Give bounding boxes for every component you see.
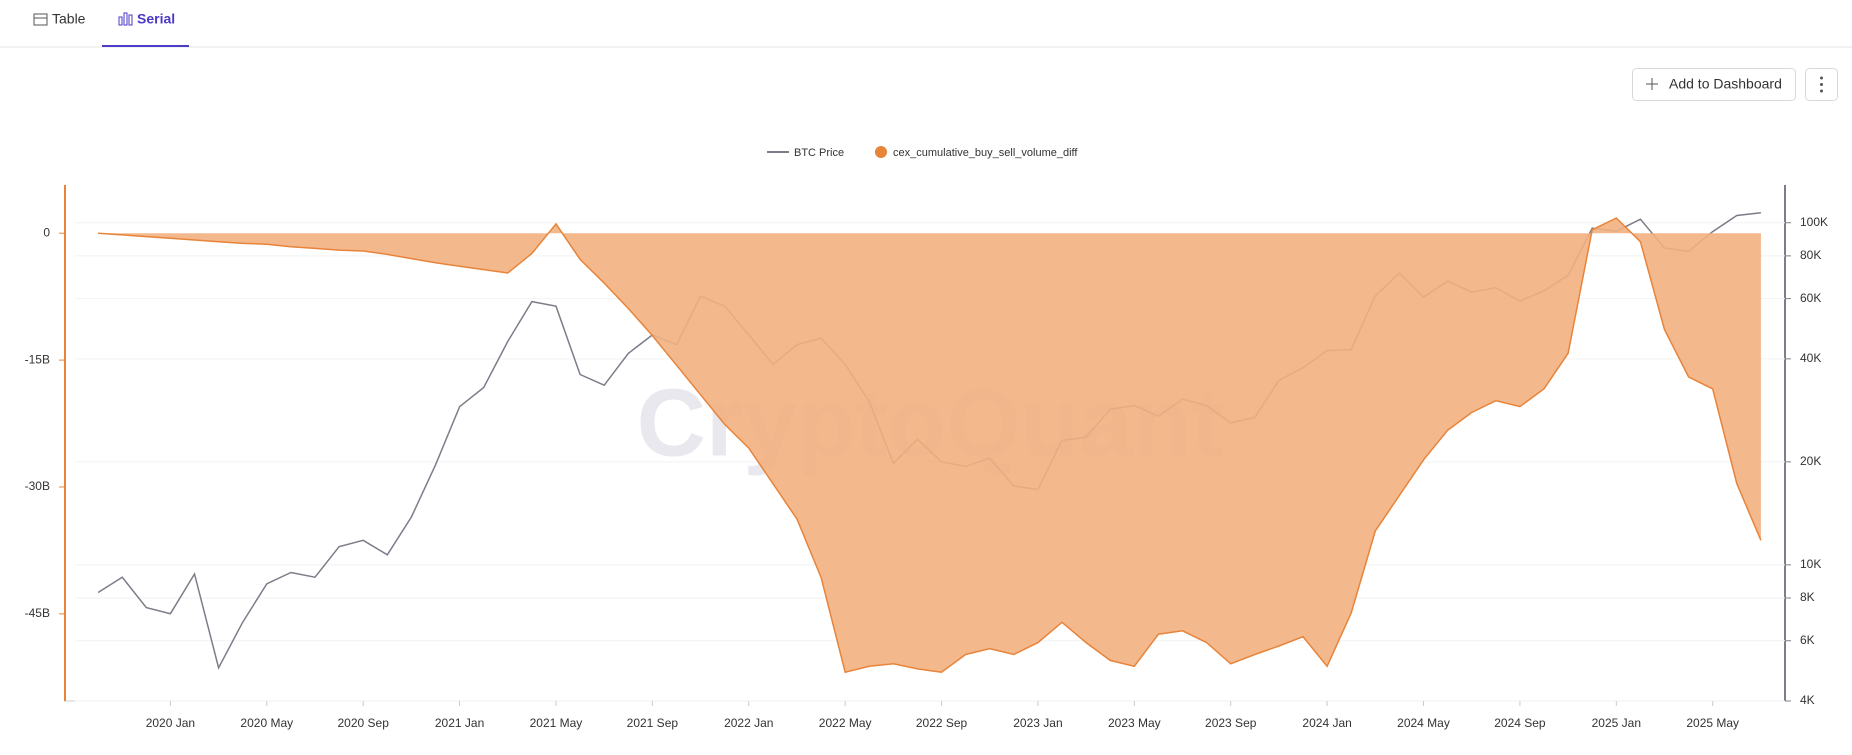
x-tick-label: 2021 May <box>530 716 583 730</box>
x-tick-label: 2023 Sep <box>1205 716 1257 730</box>
bar-icon <box>128 14 133 26</box>
x-tick-label: 2024 May <box>1397 716 1450 730</box>
x-tick-label: 2022 Jan <box>724 716 773 730</box>
x-tick-label: 2022 May <box>819 716 872 730</box>
legend-label: BTC Price <box>794 147 844 159</box>
plus-icon <box>1646 78 1658 90</box>
x-tick-label: 2020 May <box>240 716 293 730</box>
y2-tick-label: 60K <box>1800 291 1821 305</box>
y2-tick-label: 80K <box>1800 248 1821 262</box>
area <box>98 218 1761 673</box>
table-icon <box>33 13 48 26</box>
tab-label: Table <box>52 11 86 27</box>
more-button[interactable] <box>1805 68 1838 101</box>
button-frame <box>1632 68 1796 101</box>
bar-icon <box>118 16 123 26</box>
tab-serial[interactable]: Serial <box>102 11 189 47</box>
y-tick-label: -15B <box>25 352 50 366</box>
x-tick-label: 2022 Sep <box>916 716 968 730</box>
x-tick-label: 2020 Jan <box>146 716 195 730</box>
dot <box>1820 76 1823 80</box>
y2-tick-label: 8K <box>1800 590 1815 604</box>
x-tick-label: 2025 Jan <box>1592 716 1641 730</box>
x-tick-label: 2024 Sep <box>1494 716 1546 730</box>
x-tick-label: 2021 Sep <box>627 716 679 730</box>
x-tick-label: 2025 May <box>1686 716 1739 730</box>
tab-label: Serial <box>137 11 175 27</box>
y2-tick-label: 40K <box>1800 351 1821 365</box>
y2-tick-label: 4K <box>1800 693 1815 707</box>
y2-tick-label: 6K <box>1800 633 1815 647</box>
legend-swatch <box>875 146 887 158</box>
active-tab-underline <box>102 45 189 47</box>
x-tick-label: 2023 Jan <box>1013 716 1062 730</box>
y-tick-label: -45B <box>25 606 50 620</box>
tab-table[interactable]: Table <box>33 11 86 27</box>
x-tick-label: 2021 Jan <box>435 716 484 730</box>
bar-icon <box>123 12 128 26</box>
legend-label: cex_cumulative_buy_sell_volume_diff <box>893 147 1078 159</box>
y-tick-label: -30B <box>25 479 50 493</box>
y2-tick-label: 20K <box>1800 454 1821 468</box>
y2-tick-label: 100K <box>1800 215 1828 229</box>
x-tick-label: 2023 May <box>1108 716 1161 730</box>
y-tick-label: 0 <box>43 225 50 239</box>
series-line <box>98 217 1762 674</box>
button-label: Add to Dashboard <box>1669 76 1782 92</box>
x-tick-label: 2024 Jan <box>1302 716 1351 730</box>
dot <box>1820 89 1823 93</box>
chart: 0 -15B -30B -45B 100K 80K 60K 40K 20K 10K 8K 6K 4K 20… <box>25 146 1828 730</box>
dot <box>1820 83 1823 86</box>
x-tick-label: 2020 Sep <box>337 716 389 730</box>
y2-tick-label: 10K <box>1800 557 1821 571</box>
add-to-dashboard-button[interactable]: Add to Dashboard <box>1632 68 1796 101</box>
